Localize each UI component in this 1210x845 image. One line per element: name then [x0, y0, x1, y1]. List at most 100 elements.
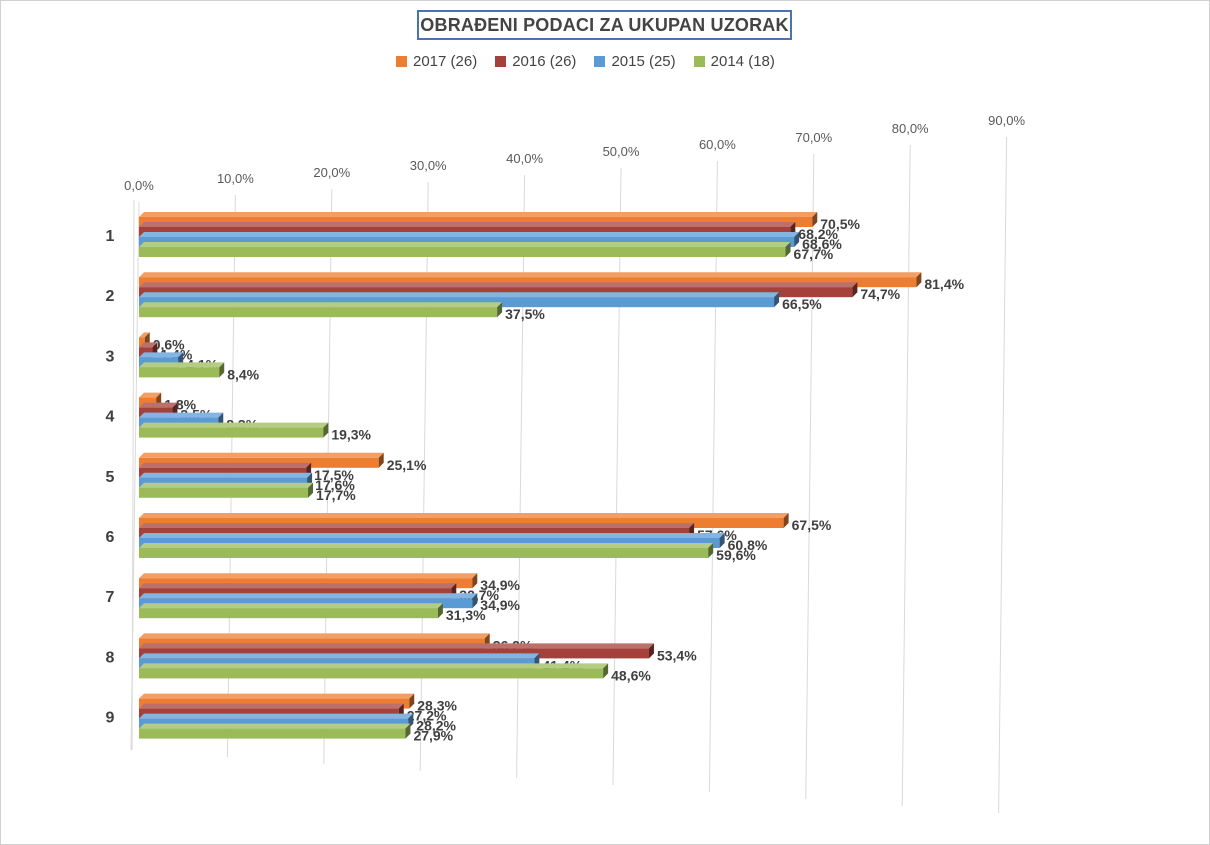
x-tick-label: 20,0% [313, 165, 350, 180]
bar-top-face [139, 633, 490, 639]
y-category-label: 5 [106, 469, 115, 486]
bar [139, 728, 406, 739]
x-tick-label: 0,0% [124, 178, 154, 193]
data-label: 17,5% [314, 467, 354, 483]
data-label: 68,2% [798, 226, 838, 242]
bar-end-face [308, 482, 314, 498]
bar-top-face [139, 212, 818, 217]
bar-end-face [916, 272, 922, 288]
data-label: 34,9% [480, 577, 520, 593]
data-label: 28,2% [416, 718, 456, 734]
legend-item-2014: 2014 (18) [693, 53, 775, 70]
gridline [516, 174, 526, 779]
bar-top-face [139, 703, 404, 709]
data-label: 60,8% [728, 537, 768, 553]
data-label: 34,9% [480, 597, 520, 613]
bar-end-face [603, 663, 609, 679]
data-label: 67,5% [792, 517, 832, 533]
bar-end-face [323, 422, 329, 438]
legend: 2017 (26) 2016 (26) 2015 (25) 2014 (18) [396, 53, 775, 70]
bar [139, 548, 709, 558]
bar-top-face [139, 392, 162, 398]
x-tick-label: 40,0% [506, 151, 543, 166]
x-tick-label: 30,0% [410, 158, 447, 173]
data-label: 28,3% [417, 698, 457, 714]
bar-end-face [472, 573, 478, 589]
bar-top-face [139, 543, 714, 548]
bar [139, 337, 145, 348]
x-tick-label: 50,0% [603, 144, 640, 159]
bar-top-face [139, 232, 800, 237]
bar-end-face [708, 543, 714, 558]
bar-end-face [497, 302, 503, 318]
bar-end-face [405, 723, 411, 739]
chart-title: OBRAĐENI PODACI ZA UKUPAN UZORAK [417, 10, 792, 40]
gridline [419, 181, 429, 772]
bar-top-face [139, 452, 384, 458]
data-label: 0,6% [153, 336, 185, 352]
y-category-label: 7 [106, 589, 115, 606]
legend-label: 2014 (18) [710, 53, 775, 70]
bar-top-face [139, 222, 796, 227]
legend-swatch [594, 56, 606, 67]
bar-top-face [139, 302, 503, 308]
bar [139, 487, 309, 498]
bar-end-face [794, 232, 800, 247]
data-label: 70,5% [820, 216, 860, 232]
bar-end-face [812, 212, 818, 227]
bar-top-face [139, 342, 158, 348]
data-label: 8,4% [227, 366, 259, 382]
bar-end-face [719, 533, 725, 548]
bar [139, 307, 498, 318]
bar-top-face [139, 643, 654, 649]
legend-swatch [693, 56, 705, 67]
data-label: 66,5% [782, 296, 822, 312]
y-category-label: 4 [106, 409, 115, 426]
bar-end-face [472, 593, 478, 609]
gridline [901, 144, 911, 807]
bar-top-face [139, 583, 457, 589]
bar-top-face [139, 603, 443, 609]
bar-top-face [139, 422, 329, 428]
bar-top-face [139, 513, 789, 518]
data-label: 17,7% [316, 487, 356, 503]
gridline [708, 160, 718, 793]
legend-label: 2016 (26) [512, 53, 577, 70]
data-label: 25,1% [387, 457, 427, 473]
x-tick-label: 60,0% [699, 137, 736, 152]
bar-end-face [219, 362, 225, 378]
x-tick-label: 90,0% [988, 113, 1025, 128]
bar-top-face [139, 533, 725, 538]
gridline [998, 136, 1008, 814]
bar-top-face [139, 713, 414, 719]
bar-top-face [139, 523, 695, 528]
x-tick-label: 10,0% [217, 171, 254, 186]
y-category-label: 1 [106, 228, 115, 245]
bar-top-face [139, 352, 184, 358]
legend-item-2015: 2015 (25) [594, 53, 676, 70]
data-label: 27,9% [413, 728, 453, 744]
bar-top-face [139, 402, 178, 408]
y-category-label: 9 [106, 710, 115, 727]
y-axis-line [131, 199, 135, 751]
bar-top-face [139, 412, 224, 418]
gridline [805, 153, 815, 800]
bar-top-face [139, 292, 780, 298]
legend-swatch [396, 56, 407, 67]
data-label: 27,2% [407, 708, 447, 724]
y-category-label: 8 [106, 649, 115, 666]
data-label: 19,3% [331, 427, 371, 443]
bar-end-face [378, 452, 384, 468]
data-label: 59,6% [716, 547, 756, 563]
bar [139, 608, 438, 619]
bar-end-face [785, 242, 791, 257]
data-label: 74,7% [860, 286, 900, 302]
bar-top-face [139, 332, 150, 338]
bar [139, 247, 786, 257]
legend-label: 2017 (26) [413, 53, 478, 70]
bar [139, 367, 220, 378]
data-label: 37,5% [505, 306, 545, 322]
bar-end-face [648, 643, 654, 659]
legend-item-2016: 2016 (26) [495, 53, 576, 70]
